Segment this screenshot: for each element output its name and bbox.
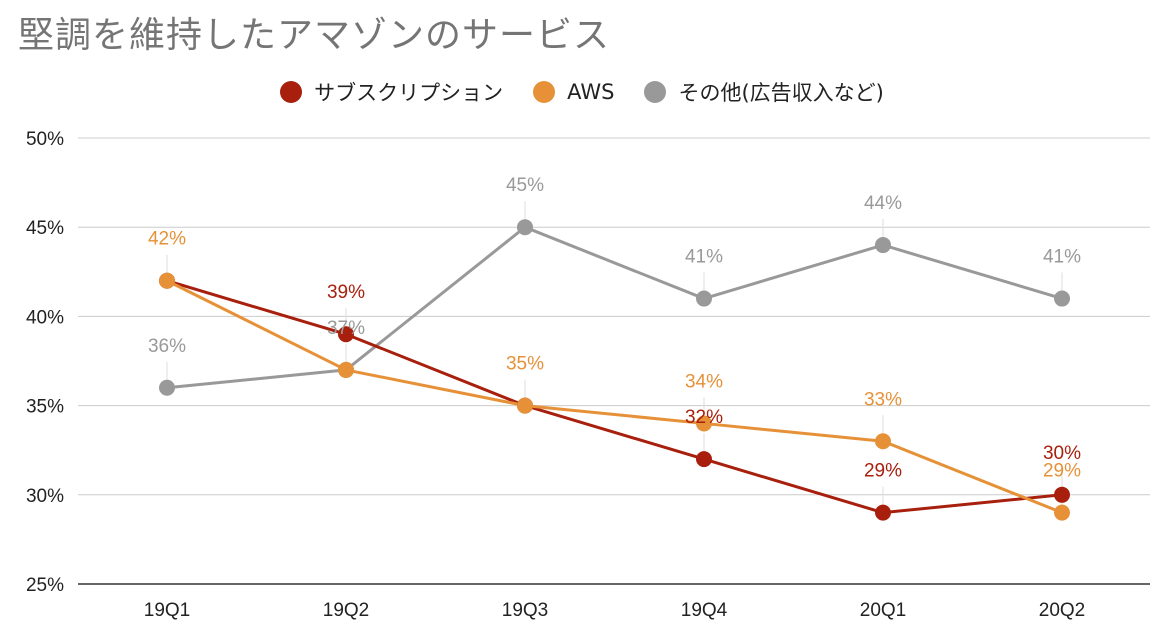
data-label: 33% bbox=[864, 389, 902, 410]
data-point bbox=[517, 219, 533, 236]
series-line bbox=[166, 279, 1063, 515]
data-label: 42% bbox=[148, 229, 186, 250]
x-tick-label: 19Q3 bbox=[502, 600, 548, 621]
y-tick-label: 50% bbox=[26, 129, 64, 150]
data-label: 39% bbox=[327, 282, 365, 303]
data-label: 41% bbox=[685, 247, 723, 268]
legend-swatch-aws bbox=[533, 81, 556, 103]
data-point bbox=[1054, 504, 1070, 521]
data-label: 30% bbox=[1043, 443, 1081, 464]
y-tick-label: 30% bbox=[26, 486, 64, 507]
x-tick-label: 19Q2 bbox=[323, 600, 369, 621]
x-tick-label: 19Q4 bbox=[681, 600, 728, 621]
series-line bbox=[166, 225, 1063, 390]
data-point bbox=[338, 361, 354, 378]
data-label: 37% bbox=[327, 318, 365, 339]
y-tick-label: 45% bbox=[26, 218, 64, 239]
chart-title: 堅調を維持したアマゾンのサービス bbox=[18, 15, 611, 56]
data-label: 44% bbox=[864, 193, 902, 214]
legend-item-subscription: サブスクリプション bbox=[280, 77, 503, 107]
data-label: 29% bbox=[864, 461, 902, 482]
data-label: 41% bbox=[1043, 247, 1081, 268]
y-tick-label: 35% bbox=[26, 397, 64, 418]
data-point bbox=[159, 272, 175, 289]
legend-item-aws: AWS bbox=[533, 77, 614, 107]
data-point bbox=[1054, 486, 1070, 503]
x-tick-label: 19Q1 bbox=[144, 600, 190, 621]
data-label: 36% bbox=[148, 336, 186, 357]
data-point bbox=[159, 379, 175, 396]
data-label: 29% bbox=[1043, 461, 1081, 482]
legend-label-aws: AWS bbox=[567, 80, 615, 104]
legend: サブスクリプション AWS その他(広告収入など) bbox=[0, 77, 1164, 107]
legend-swatch-other bbox=[644, 81, 667, 103]
data-point bbox=[696, 415, 712, 432]
data-point bbox=[875, 433, 891, 450]
data-label: 34% bbox=[685, 371, 723, 392]
y-tick-label: 40% bbox=[26, 307, 64, 328]
y-tick-label: 25% bbox=[26, 575, 64, 596]
legend-label-subscription: サブスクリプション bbox=[314, 81, 504, 105]
data-point bbox=[875, 504, 891, 521]
data-label: 32% bbox=[685, 407, 723, 428]
legend-label-other: その他(広告収入など) bbox=[678, 81, 884, 105]
data-point bbox=[1054, 290, 1070, 307]
data-point bbox=[696, 451, 712, 468]
data-point bbox=[517, 397, 533, 414]
data-point bbox=[338, 326, 354, 343]
legend-swatch-subscription bbox=[280, 81, 303, 103]
x-tick-label: 20Q1 bbox=[860, 600, 906, 621]
data-point bbox=[696, 290, 712, 307]
legend-item-other: その他(広告収入など) bbox=[644, 77, 884, 107]
data-label: 45% bbox=[506, 175, 544, 196]
x-tick-label: 20Q2 bbox=[1039, 600, 1085, 621]
data-label: 35% bbox=[506, 354, 544, 375]
series-line bbox=[166, 279, 1063, 515]
data-point bbox=[875, 237, 891, 254]
